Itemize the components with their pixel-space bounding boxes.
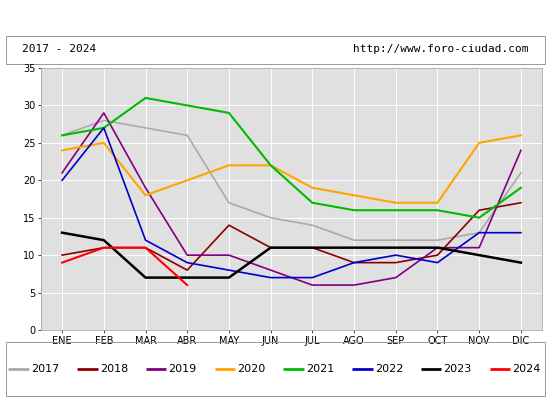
Text: 2022: 2022 bbox=[375, 364, 403, 374]
Text: 2017: 2017 bbox=[31, 364, 59, 374]
Text: 2017 - 2024: 2017 - 2024 bbox=[22, 44, 96, 54]
Text: 2020: 2020 bbox=[237, 364, 266, 374]
Text: 2021: 2021 bbox=[306, 364, 334, 374]
Text: Evolucion del paro registrado en Nuévalos: Evolucion del paro registrado en Nuévalo… bbox=[113, 9, 437, 25]
Text: http://www.foro-ciudad.com: http://www.foro-ciudad.com bbox=[353, 44, 528, 54]
Text: 2018: 2018 bbox=[100, 364, 128, 374]
Bar bbox=[6, 342, 544, 396]
Text: 2024: 2024 bbox=[512, 364, 541, 374]
Text: 2023: 2023 bbox=[443, 364, 472, 374]
Text: 2019: 2019 bbox=[168, 364, 197, 374]
